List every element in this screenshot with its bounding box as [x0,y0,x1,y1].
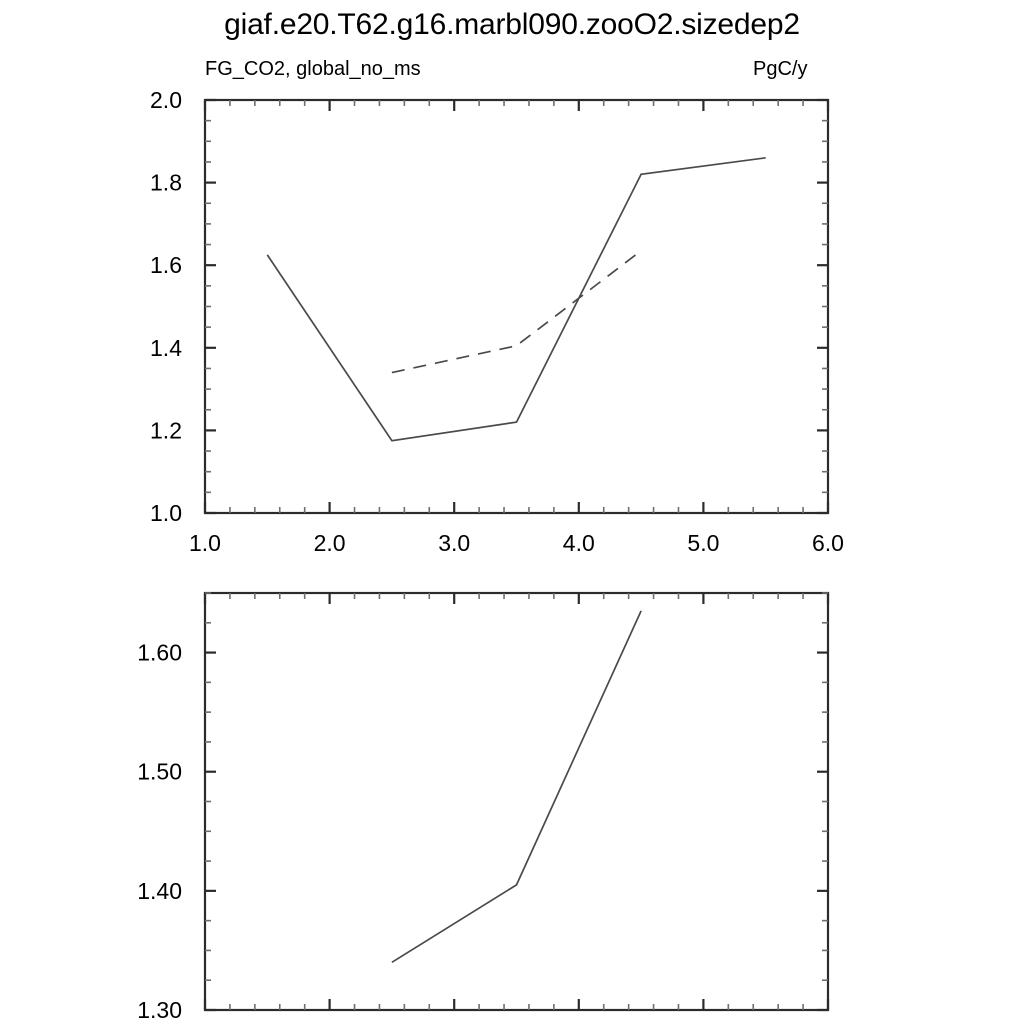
x-tick-label: 5.0 [687,530,719,556]
bottom-panel: 1.30 1.40 1.50 1.60 [137,591,830,1023]
y-tick-label: 1.2 [150,417,182,443]
figure-title: giaf.e20.T62.g16.marbl090.zooO2.sizedep2 [224,8,800,41]
series-line-solid [266,156,766,442]
series-line-solid [391,610,642,964]
top-panel-variable-label: FG_CO2, global_no_ms [205,58,421,80]
x-tick-label: 1.0 [189,530,221,556]
x-tick-label: 4.0 [563,530,595,556]
y-tick-label: 1.60 [137,640,182,666]
top-panel-units-label: PgC/y [753,58,808,80]
y-tick-label: 1.6 [150,252,182,278]
y-tick-label: 1.30 [137,997,182,1023]
x-tick-label: 2.0 [314,530,346,556]
x-tick-label: 6.0 [812,530,844,556]
top-panel: 1.0 2.0 3.0 4.0 5.0 6.0 1.0 1.2 1.4 1.6 1.8 2.0 [150,87,844,556]
y-tick-label: 1.0 [150,500,182,526]
x-tick-label: 3.0 [438,530,470,556]
y-tick-label: 2.0 [150,87,182,113]
y-tick-label: 1.50 [137,759,182,785]
series-line-dashed [391,250,642,374]
plot-frame [203,591,830,1012]
y-tick-label: 1.40 [137,878,182,904]
y-tick-label: 1.4 [150,335,182,361]
y-tick-label: 1.8 [150,170,182,196]
